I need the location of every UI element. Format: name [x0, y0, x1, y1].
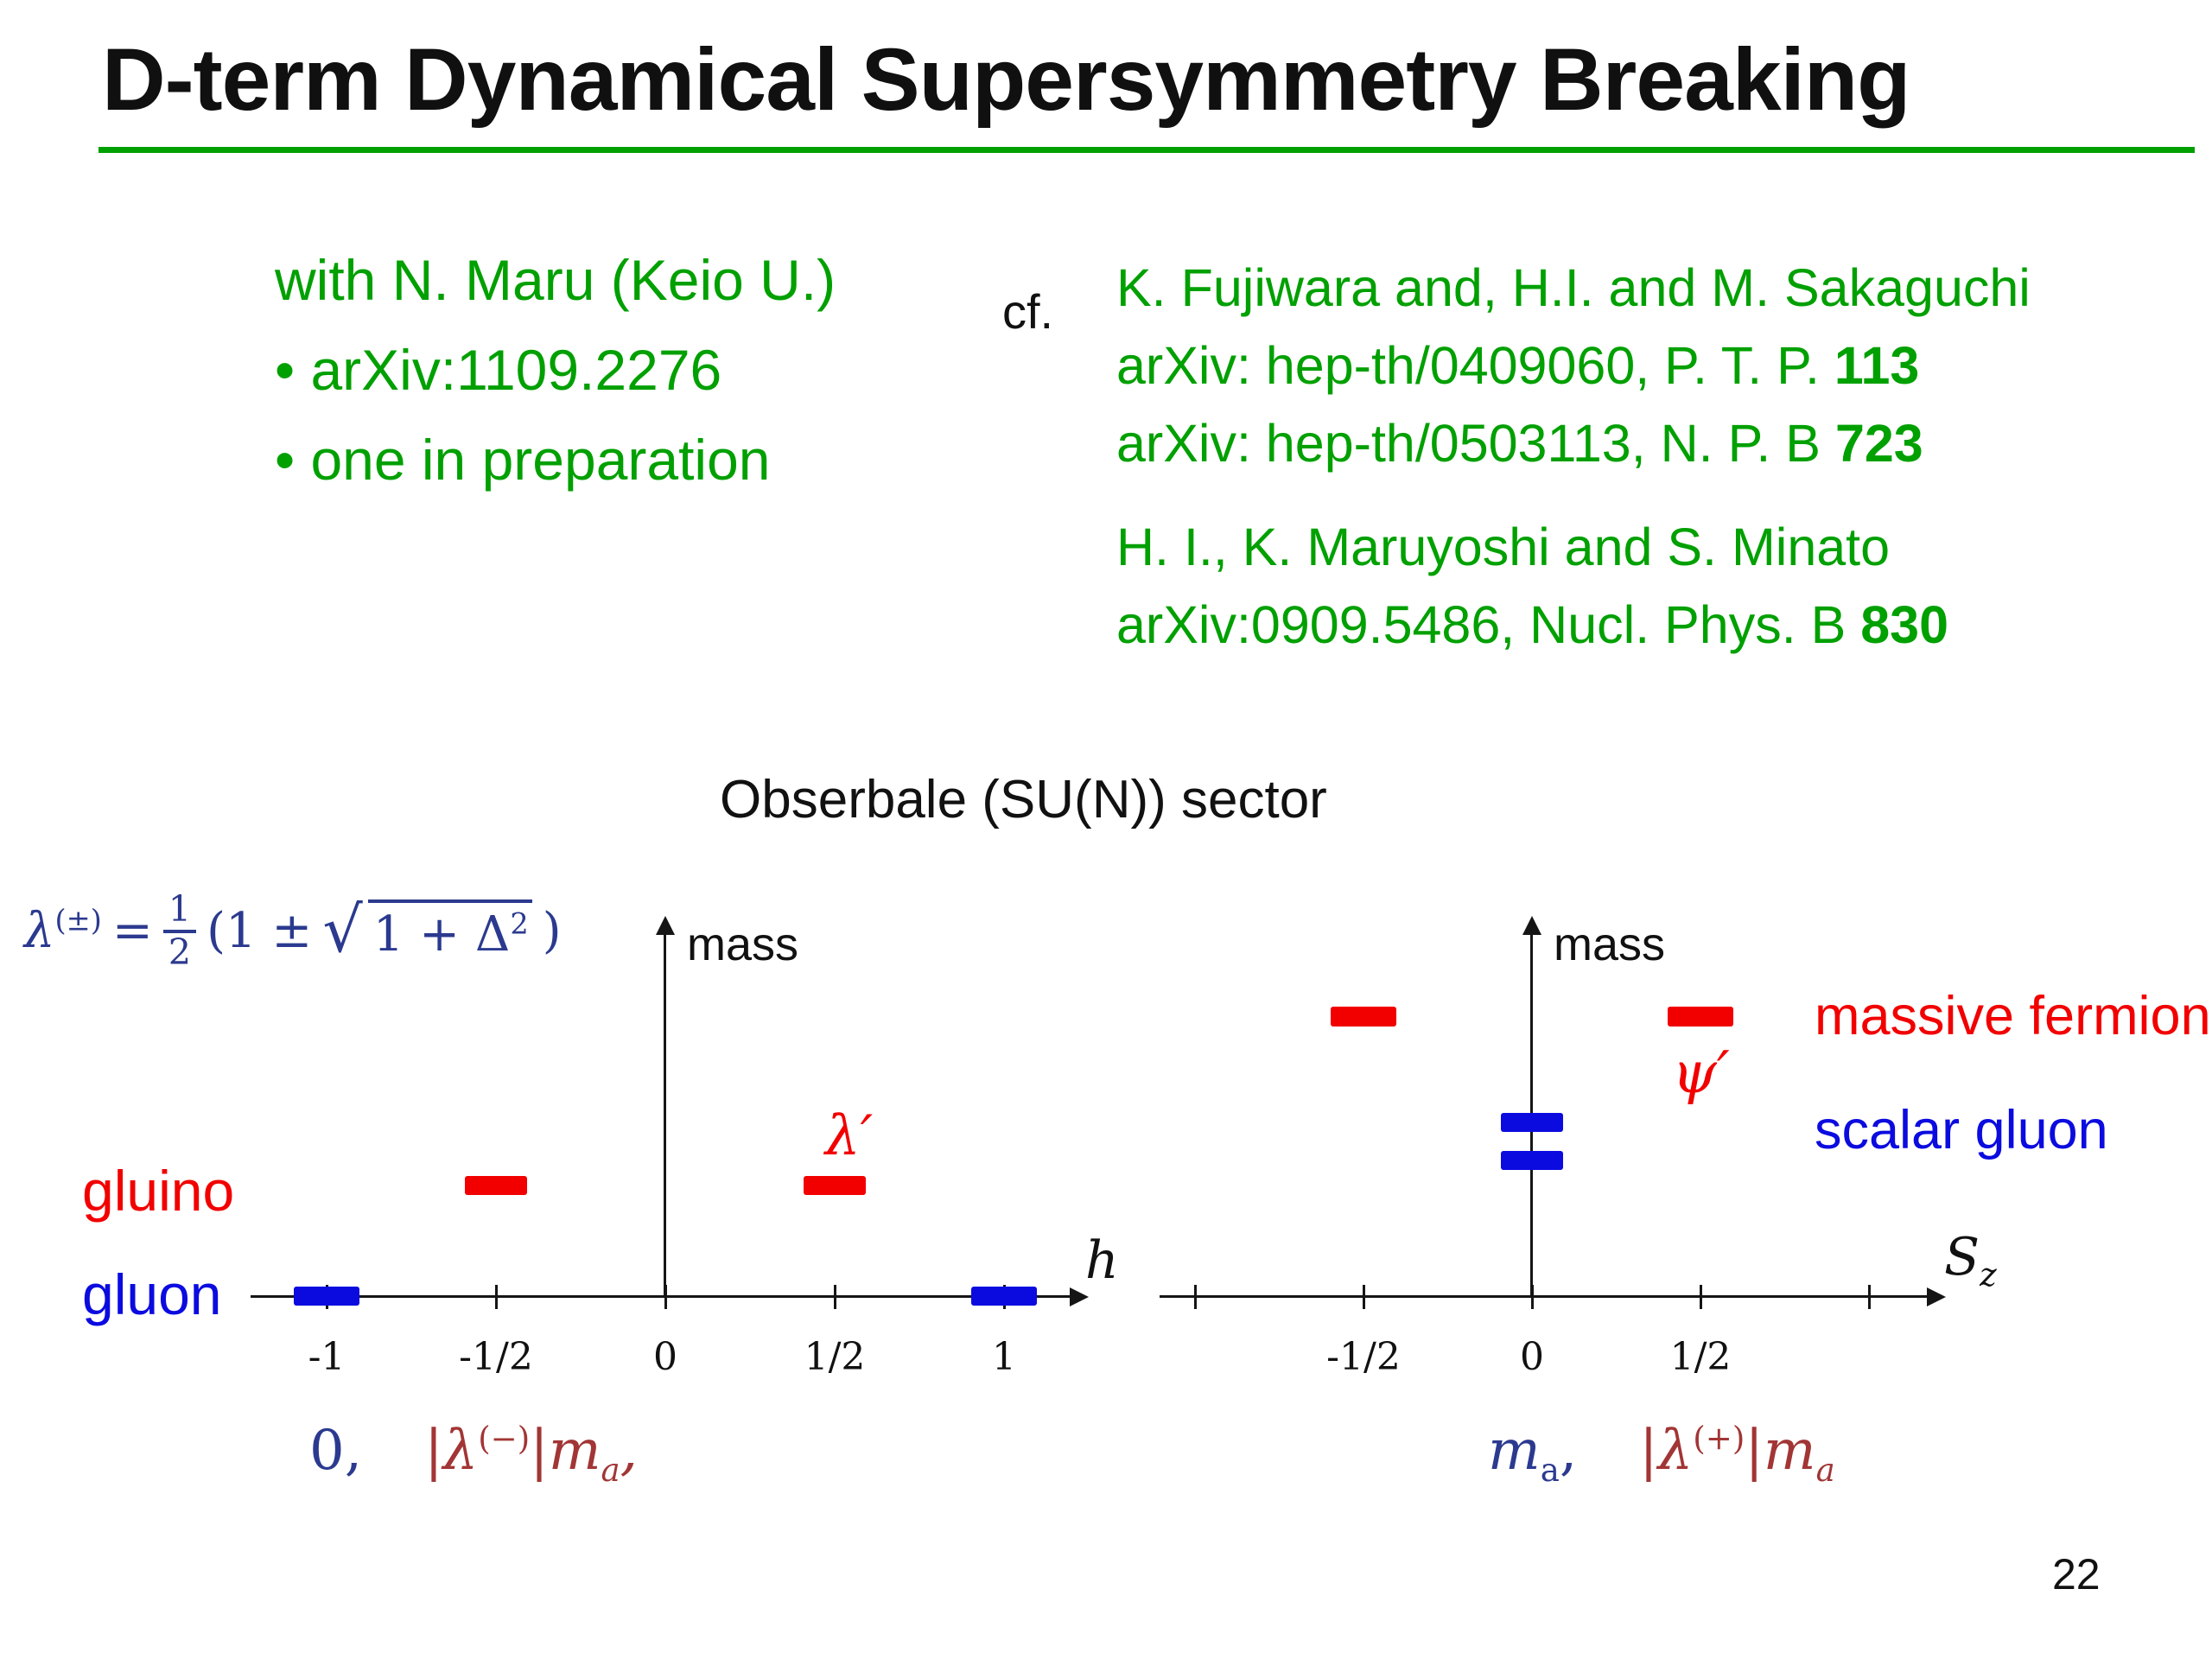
left-plot-y-axis-arrow-icon	[656, 916, 675, 935]
reference-line: H. I., K. Maruyoshi and S. Minato	[1116, 508, 2031, 586]
reference-volume: 830	[1860, 595, 1949, 654]
reference-volume: 113	[1834, 336, 1920, 395]
massive-fermion-level-bar	[1331, 1007, 1396, 1027]
right-mass-values: ma, |λ(+)|ma	[1488, 1419, 1835, 1489]
left-plot-x-axis-arrow-icon	[1070, 1287, 1089, 1306]
formula-radicand: 1 + Δ2	[367, 899, 532, 963]
title-underline	[99, 147, 2195, 153]
right-plot-y-axis-arrow-icon	[1522, 916, 1541, 935]
right-x-tick	[1700, 1285, 1702, 1309]
right-plot-x-axis	[1160, 1295, 1927, 1298]
left-mass-axis-label: mass	[687, 918, 799, 970]
right-x-tick	[1363, 1285, 1365, 1309]
reference-text: arXiv:0909.5486, Nucl. Phys. B	[1116, 595, 1861, 654]
reference-text: H. I., K. Maruyoshi and S. Minato	[1116, 518, 1891, 576]
reference-volume: 723	[1834, 414, 1923, 473]
scalar-gluon-label: scalar gluon	[1815, 1100, 2108, 1160]
mass-value-lambda-plus: |λ(+)|ma	[1639, 1419, 1835, 1489]
author-with-line: with N. Maru (Keio U.)	[275, 248, 836, 312]
gluino-level-bar-lambda-prime	[804, 1176, 866, 1195]
reference-line: arXiv: hep-th/0409060, P. T. P. 113	[1116, 327, 2031, 404]
reference-line: K. Fujiwara and, H.I. and M. Sakaguchi	[1116, 249, 2031, 327]
left-h-axis-label: h	[1085, 1230, 1119, 1291]
left-x-tick-label: 1/2	[804, 1335, 866, 1379]
right-x-tick-label: 1/2	[1669, 1335, 1732, 1379]
left-x-tick	[495, 1285, 498, 1309]
right-x-tick-label: -1/2	[1326, 1335, 1401, 1379]
gluino-label: gluino	[82, 1159, 235, 1223]
sector-heading: Obserbale (SU(N)) sector	[720, 770, 1327, 830]
author-block: with N. Maru (Keio U.) • arXiv:1109.2276…	[275, 235, 836, 505]
references-block: K. Fujiwara and, H.I. and M. Sakaguchi a…	[1116, 249, 2031, 664]
mass-value-ma: ma,	[1488, 1419, 1578, 1489]
author-bullet-arxiv: • arXiv:1109.2276	[275, 338, 722, 402]
left-x-tick	[664, 1285, 667, 1309]
gluon-level-bar	[971, 1287, 1037, 1306]
formula-equals: =	[111, 903, 153, 960]
formula-open: (1 ±	[207, 903, 313, 960]
gluon-level-bar	[294, 1287, 359, 1306]
page-number: 22	[2052, 1550, 2101, 1599]
right-x-tick	[1194, 1285, 1197, 1309]
psi-prime-label: ψ′	[1672, 1039, 1730, 1106]
right-x-tick-label: 0	[1520, 1335, 1544, 1379]
reference-line: arXiv:0909.5486, Nucl. Phys. B 830	[1116, 586, 2031, 664]
formula-lhs: λ(±)	[24, 903, 102, 960]
gluino-level-bar	[465, 1176, 527, 1195]
lambda-prime-label: λ′	[825, 1104, 874, 1168]
left-x-tick-label: 1	[992, 1335, 1016, 1379]
sqrt-symbol: √	[322, 893, 363, 968]
right-plot-x-axis-arrow-icon	[1927, 1287, 1946, 1306]
mass-value-lambda-minus: |λ(−)|ma,	[424, 1419, 638, 1489]
right-x-tick	[1531, 1285, 1534, 1309]
gluon-label: gluon	[82, 1262, 222, 1326]
slide-title: D-term Dynamical Supersymmetry Breaking	[102, 30, 1910, 129]
formula-fraction: 1 2	[162, 889, 197, 972]
author-bullet-preparation: • one in preparation	[275, 428, 771, 492]
formula-close: )	[542, 903, 562, 960]
left-x-tick-label: -1/2	[459, 1335, 533, 1379]
cf-label: cf.	[1002, 284, 1054, 339]
right-sz-axis-label: Sz	[1944, 1227, 1997, 1294]
left-x-tick-label: -1	[308, 1335, 346, 1379]
lambda-formula: λ(±) = 1 2 (1 ± √ 1 + Δ2 )	[24, 889, 562, 972]
left-mass-values: 0, |λ(−)|ma,	[309, 1419, 638, 1489]
mass-value-zero: 0,	[309, 1419, 363, 1483]
reference-line: arXiv: hep-th/0503113, N. P. B 723	[1116, 404, 2031, 482]
right-mass-axis-label: mass	[1554, 918, 1666, 970]
scalar-gluon-level-bar	[1501, 1113, 1563, 1132]
left-plot-y-axis	[664, 935, 666, 1298]
reference-text: arXiv: hep-th/0409060, P. T. P.	[1116, 336, 1834, 395]
left-x-tick-label: 0	[653, 1335, 677, 1379]
reference-text: K. Fujiwara and, H.I. and M. Sakaguchi	[1116, 258, 2031, 317]
right-x-tick	[1868, 1285, 1871, 1309]
left-x-tick	[834, 1285, 836, 1309]
reference-text: arXiv: hep-th/0503113, N. P. B	[1116, 414, 1835, 473]
massive-fermion-level-bar-psi-prime	[1668, 1007, 1733, 1027]
massive-fermion-label: massive fermion	[1815, 986, 2211, 1046]
left-plot-x-axis	[251, 1295, 1070, 1298]
scalar-gluon-level-bar	[1501, 1151, 1563, 1170]
